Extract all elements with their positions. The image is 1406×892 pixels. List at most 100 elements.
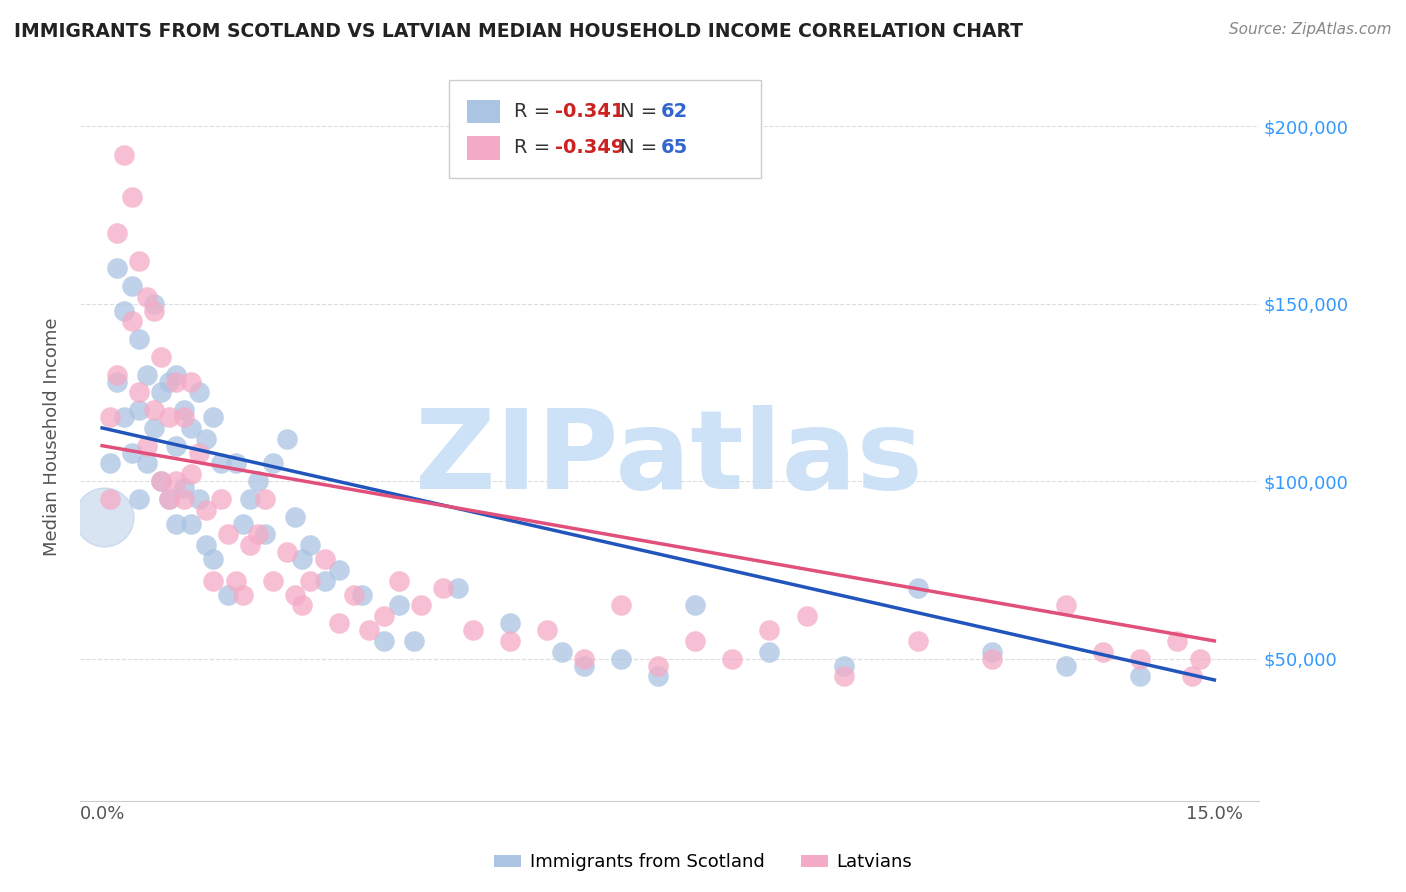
Point [112, 147, 135, 161]
Point [93, 509, 115, 524]
Point [685, 599, 707, 613]
Point [647, 658, 669, 673]
Point [112, 410, 135, 425]
Point [246, 527, 269, 541]
Text: 65: 65 [661, 138, 689, 157]
Point [758, 644, 780, 658]
Point [291, 599, 314, 613]
FancyBboxPatch shape [467, 100, 499, 123]
Point [128, 332, 150, 346]
Point [373, 609, 395, 624]
Point [202, 552, 225, 566]
Point [402, 633, 425, 648]
Point [343, 588, 366, 602]
Point [194, 538, 217, 552]
Point [551, 644, 574, 658]
Point [461, 624, 484, 638]
Point [284, 588, 307, 602]
Point [105, 261, 128, 276]
Point [150, 350, 173, 364]
Point [150, 385, 173, 400]
Point [1092, 644, 1115, 658]
Point [165, 368, 187, 382]
Point [165, 516, 187, 531]
Point [357, 624, 380, 638]
Point [187, 385, 209, 400]
Point [173, 491, 195, 506]
Point [121, 446, 143, 460]
Point [157, 375, 180, 389]
Point [262, 457, 284, 471]
Point [194, 432, 217, 446]
Point [180, 421, 202, 435]
Point [980, 644, 1002, 658]
Point [239, 538, 262, 552]
FancyBboxPatch shape [449, 80, 761, 178]
Point [1181, 669, 1204, 683]
Point [187, 491, 209, 506]
Point [1188, 651, 1211, 665]
Point [128, 385, 150, 400]
Text: 62: 62 [661, 102, 689, 121]
Point [232, 516, 254, 531]
Point [572, 651, 595, 665]
Text: Source: ZipAtlas.com: Source: ZipAtlas.com [1229, 22, 1392, 37]
Text: ZIPatlas: ZIPatlas [416, 405, 924, 512]
Point [907, 633, 929, 648]
Point [135, 290, 157, 304]
Point [143, 296, 166, 310]
Point [150, 474, 173, 488]
Point [194, 502, 217, 516]
Point [685, 633, 707, 648]
Point [239, 491, 262, 506]
Point [907, 581, 929, 595]
Point [980, 651, 1002, 665]
Point [143, 421, 166, 435]
Point [173, 410, 195, 425]
Point [173, 481, 195, 495]
Point [447, 581, 470, 595]
Point [121, 279, 143, 293]
Point [291, 552, 314, 566]
Legend: Immigrants from Scotland, Latvians: Immigrants from Scotland, Latvians [486, 847, 920, 879]
Point [1129, 651, 1152, 665]
Point [217, 588, 239, 602]
Point [328, 616, 350, 631]
Point [832, 669, 855, 683]
Point [647, 669, 669, 683]
Point [499, 616, 522, 631]
Point [832, 658, 855, 673]
Point [225, 457, 247, 471]
Point [284, 509, 307, 524]
Point [209, 491, 232, 506]
Point [1166, 633, 1188, 648]
Point [276, 545, 298, 559]
Point [180, 467, 202, 481]
Point [105, 368, 128, 382]
Point [98, 491, 121, 506]
Point [1129, 669, 1152, 683]
Point [298, 574, 321, 588]
Point [121, 314, 143, 328]
Point [536, 624, 558, 638]
Point [254, 491, 277, 506]
Text: R =: R = [513, 102, 557, 121]
Point [165, 439, 187, 453]
Point [157, 491, 180, 506]
Text: N =: N = [620, 102, 664, 121]
Point [209, 457, 232, 471]
Point [157, 410, 180, 425]
Text: -0.349: -0.349 [555, 138, 624, 157]
Point [187, 446, 209, 460]
Point [98, 410, 121, 425]
Point [328, 563, 350, 577]
Point [217, 527, 239, 541]
Point [276, 432, 298, 446]
Point [112, 303, 135, 318]
Point [225, 574, 247, 588]
FancyBboxPatch shape [467, 136, 499, 160]
Point [232, 588, 254, 602]
Text: R =: R = [513, 138, 557, 157]
Point [610, 651, 633, 665]
Point [350, 588, 373, 602]
